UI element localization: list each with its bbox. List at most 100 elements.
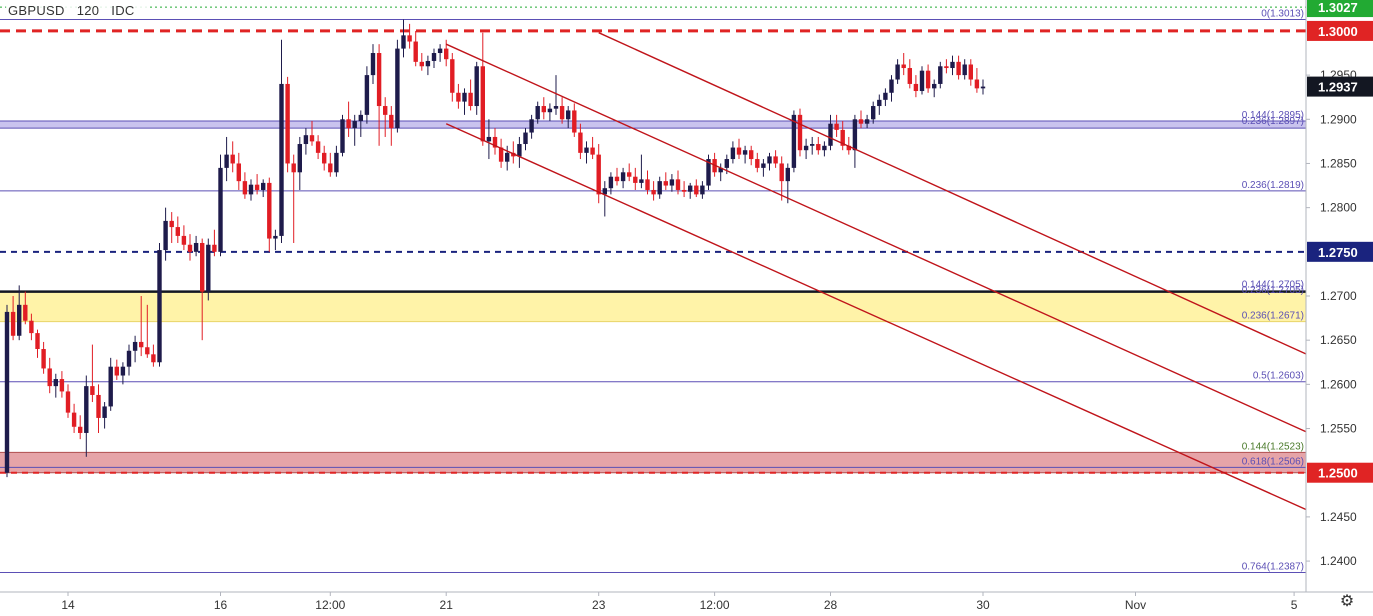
candle-body <box>681 189 687 192</box>
candle-body <box>407 35 412 42</box>
candle-body <box>41 349 46 369</box>
candle-body <box>486 136 492 142</box>
price-axis: 1.2400 1.2450 1.2550 1.2600 1.2650 1.2700 1.28… <box>1305 0 1373 616</box>
candle-body <box>694 185 699 195</box>
candle-body <box>291 163 296 173</box>
channel-line-2 <box>598 32 1319 361</box>
candle-body <box>834 123 839 130</box>
candle-body <box>962 64 967 76</box>
candle-body <box>261 182 266 190</box>
price-badge <box>1307 76 1373 97</box>
candle-body <box>980 86 986 89</box>
candle-body <box>358 114 363 122</box>
y-tick-label: 1.2850 <box>1320 156 1357 170</box>
candle-body <box>663 181 668 186</box>
fib-label-7: 0.5(1.2603) <box>1253 371 1304 382</box>
x-tick-label: 21 <box>440 598 454 612</box>
candle-body <box>901 64 906 69</box>
x-tick-label: 5 <box>1291 598 1298 612</box>
y-tick-label: 1.2800 <box>1320 201 1357 215</box>
candle-body <box>96 394 101 418</box>
candle-body <box>864 119 870 124</box>
candle-body <box>431 53 437 61</box>
candle-body <box>267 182 272 239</box>
candle-body <box>852 119 858 151</box>
candle-body <box>273 235 278 239</box>
x-tick-label: 14 <box>61 598 75 612</box>
candle-body <box>657 181 662 195</box>
candle-body <box>456 92 461 102</box>
x-tick-label: 12:00 <box>700 598 730 612</box>
candle-body <box>578 132 583 153</box>
candle-body <box>651 189 656 195</box>
fib-label-2: 0.236(1.2897) <box>1242 116 1304 127</box>
x-tick-label: 23 <box>592 598 606 612</box>
candle-body <box>47 368 52 387</box>
candle-body <box>126 350 132 367</box>
y-tick-label: 1.2650 <box>1320 333 1357 347</box>
candle-body <box>755 159 760 168</box>
fib-label-0: 0(1.3013) <box>1261 8 1304 19</box>
candle-body <box>919 70 925 92</box>
candle-body <box>572 110 577 133</box>
level-lines-layer <box>0 6 1306 574</box>
price-badge <box>1307 241 1373 262</box>
candle-body <box>950 61 955 69</box>
candle-body <box>163 220 168 251</box>
candle-body <box>877 99 882 107</box>
candle-body <box>303 135 309 145</box>
candles-layer <box>4 19 986 478</box>
candle-body <box>932 83 937 89</box>
gear-icon[interactable]: ⚙ <box>1339 593 1355 610</box>
candle-body <box>913 83 919 92</box>
candle-body <box>517 144 522 157</box>
candle-body <box>761 163 766 168</box>
candle-body <box>102 406 107 418</box>
x-tick-label: 16 <box>214 598 228 612</box>
candle-body <box>968 64 973 80</box>
candle-body <box>633 176 638 183</box>
candle-body <box>65 391 71 413</box>
candle-body <box>584 147 589 153</box>
candle-body <box>120 366 126 376</box>
candle-body <box>328 163 333 173</box>
fib-label-10: 0.764(1.2387) <box>1242 562 1304 573</box>
candle-body <box>730 147 736 160</box>
candle-body <box>645 179 650 190</box>
candle-body <box>413 41 418 62</box>
candle-body <box>822 145 827 151</box>
candle-body <box>279 83 284 236</box>
candle-body <box>803 145 809 151</box>
candle-body <box>858 119 864 124</box>
candle-body <box>718 167 723 173</box>
candle-body <box>791 114 797 168</box>
zone-2 <box>0 121 1306 129</box>
price-badge-label: 1.3000 <box>1318 24 1358 39</box>
price-badge <box>1307 20 1373 41</box>
candle-body <box>10 311 16 336</box>
candle-body <box>492 136 498 148</box>
candle-body <box>974 79 980 89</box>
y-tick-label: 1.2450 <box>1320 510 1357 524</box>
candle-body <box>742 150 748 155</box>
candle-body <box>450 59 455 93</box>
time-axis-bg <box>0 592 1373 616</box>
candle-body <box>322 152 327 164</box>
candle-body <box>675 179 681 190</box>
candle-body <box>78 426 83 433</box>
x-tick-label: 30 <box>976 598 990 612</box>
candle-body <box>175 227 180 236</box>
candle-body <box>614 176 620 182</box>
x-tick-label: 28 <box>824 598 838 612</box>
candle-body <box>334 152 339 173</box>
candle-body <box>248 184 254 195</box>
candle-body <box>810 144 815 146</box>
candle-body <box>90 386 95 395</box>
candle-body <box>553 106 559 109</box>
candle-body <box>468 92 473 107</box>
price-badge-label: 1.2937 <box>1318 80 1358 95</box>
zone-layer <box>0 120 1306 474</box>
candle-body <box>139 341 144 348</box>
